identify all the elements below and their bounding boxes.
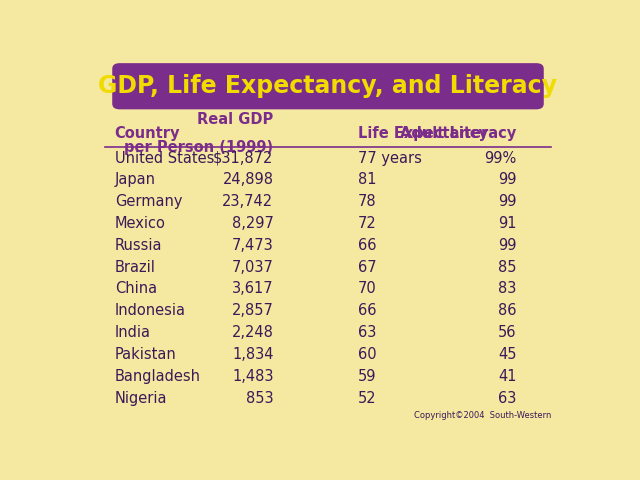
Text: Copyright©2004  South-Western: Copyright©2004 South-Western — [414, 411, 551, 420]
Text: China: China — [115, 281, 157, 297]
Text: GDP, Life Expectancy, and Literacy: GDP, Life Expectancy, and Literacy — [99, 74, 557, 98]
Text: Japan: Japan — [115, 172, 156, 187]
Text: 70: 70 — [358, 281, 376, 297]
Text: 77 years: 77 years — [358, 151, 422, 166]
Text: 52: 52 — [358, 391, 376, 406]
Text: 853: 853 — [246, 391, 273, 406]
Text: 2,857: 2,857 — [232, 303, 273, 318]
Text: 7,037: 7,037 — [232, 260, 273, 275]
Text: Bangladesh: Bangladesh — [115, 369, 201, 384]
Text: 63: 63 — [358, 325, 376, 340]
Text: 2,248: 2,248 — [232, 325, 273, 340]
Text: 72: 72 — [358, 216, 376, 231]
Text: 81: 81 — [358, 172, 376, 187]
Text: India: India — [115, 325, 151, 340]
Text: Brazil: Brazil — [115, 260, 156, 275]
Text: 23,742: 23,742 — [222, 194, 273, 209]
Text: $31,872: $31,872 — [213, 151, 273, 166]
Text: 66: 66 — [358, 238, 376, 253]
Text: 67: 67 — [358, 260, 376, 275]
Text: 99%: 99% — [484, 151, 516, 166]
Text: 60: 60 — [358, 347, 376, 362]
Text: United States: United States — [115, 151, 214, 166]
Text: Life Expectancy: Life Expectancy — [358, 126, 488, 141]
Text: Pakistan: Pakistan — [115, 347, 177, 362]
Text: Indonesia: Indonesia — [115, 303, 186, 318]
Text: Germany: Germany — [115, 194, 182, 209]
Text: 99: 99 — [498, 238, 516, 253]
Text: 7,473: 7,473 — [232, 238, 273, 253]
Text: 91: 91 — [498, 216, 516, 231]
Text: 78: 78 — [358, 194, 376, 209]
Text: 41: 41 — [498, 369, 516, 384]
Text: Adult Literacy: Adult Literacy — [400, 126, 516, 141]
FancyBboxPatch shape — [112, 63, 544, 109]
Text: 1,834: 1,834 — [232, 347, 273, 362]
Text: Nigeria: Nigeria — [115, 391, 167, 406]
Text: 99: 99 — [498, 194, 516, 209]
Text: Real GDP: Real GDP — [197, 112, 273, 127]
Text: Mexico: Mexico — [115, 216, 166, 231]
Text: 24,898: 24,898 — [223, 172, 273, 187]
Text: 99: 99 — [498, 172, 516, 187]
Text: 1,483: 1,483 — [232, 369, 273, 384]
Text: 56: 56 — [498, 325, 516, 340]
Text: 45: 45 — [498, 347, 516, 362]
Text: 83: 83 — [498, 281, 516, 297]
Text: 3,617: 3,617 — [232, 281, 273, 297]
Text: 66: 66 — [358, 303, 376, 318]
Text: per Person (1999): per Person (1999) — [124, 140, 273, 155]
Text: Country: Country — [115, 126, 180, 141]
Text: 86: 86 — [498, 303, 516, 318]
Text: 8,297: 8,297 — [232, 216, 273, 231]
Text: 85: 85 — [498, 260, 516, 275]
Text: 59: 59 — [358, 369, 376, 384]
Text: Russia: Russia — [115, 238, 162, 253]
Text: 63: 63 — [498, 391, 516, 406]
